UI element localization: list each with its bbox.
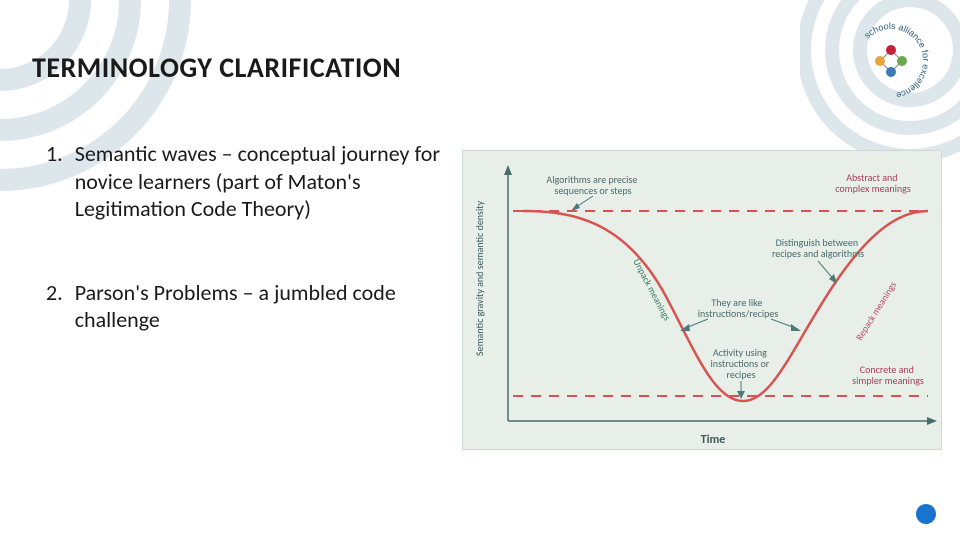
list-text: Semantic waves – conceptual journey for … xyxy=(75,140,446,223)
list-text: Parson's Problems – a jumbled code chall… xyxy=(75,279,446,334)
label-abstract: Abstract and complex meanings xyxy=(835,171,911,195)
label-activity: Activity using instructions or recipes xyxy=(711,346,772,381)
x-axis-label: Time xyxy=(701,433,726,447)
y-axis-label: Semantic gravity and semantic density xyxy=(473,200,486,356)
label-concrete: Concrete and simpler meanings xyxy=(852,363,924,387)
list-number: 1. xyxy=(46,140,63,223)
terminology-list: 1. Semantic waves – conceptual journey f… xyxy=(46,140,446,390)
list-item: 2. Parson's Problems – a jumbled code ch… xyxy=(46,279,446,334)
label-repack: Repack meanings xyxy=(853,279,899,342)
page-title: TERMINOLOGY CLARIFICATION xyxy=(32,50,401,85)
semantic-wave-diagram: Semantic gravity and semantic density Ti… xyxy=(462,150,942,450)
svg-text:schools alliance for excellenc: schools alliance for excellence xyxy=(862,21,931,101)
page-dot-icon xyxy=(916,504,936,524)
label-top-left: Algorithms are precise sequences or step… xyxy=(546,173,639,197)
label-like: They are like instructions/recipes xyxy=(698,296,779,320)
list-item: 1. Semantic waves – conceptual journey f… xyxy=(46,140,446,223)
logo: schools alliance for excellence xyxy=(850,20,932,102)
label-distinguish: Distinguish between recipes and algorith… xyxy=(772,236,864,260)
label-unpack: Unpack meanings xyxy=(630,257,673,323)
list-number: 2. xyxy=(46,279,63,334)
